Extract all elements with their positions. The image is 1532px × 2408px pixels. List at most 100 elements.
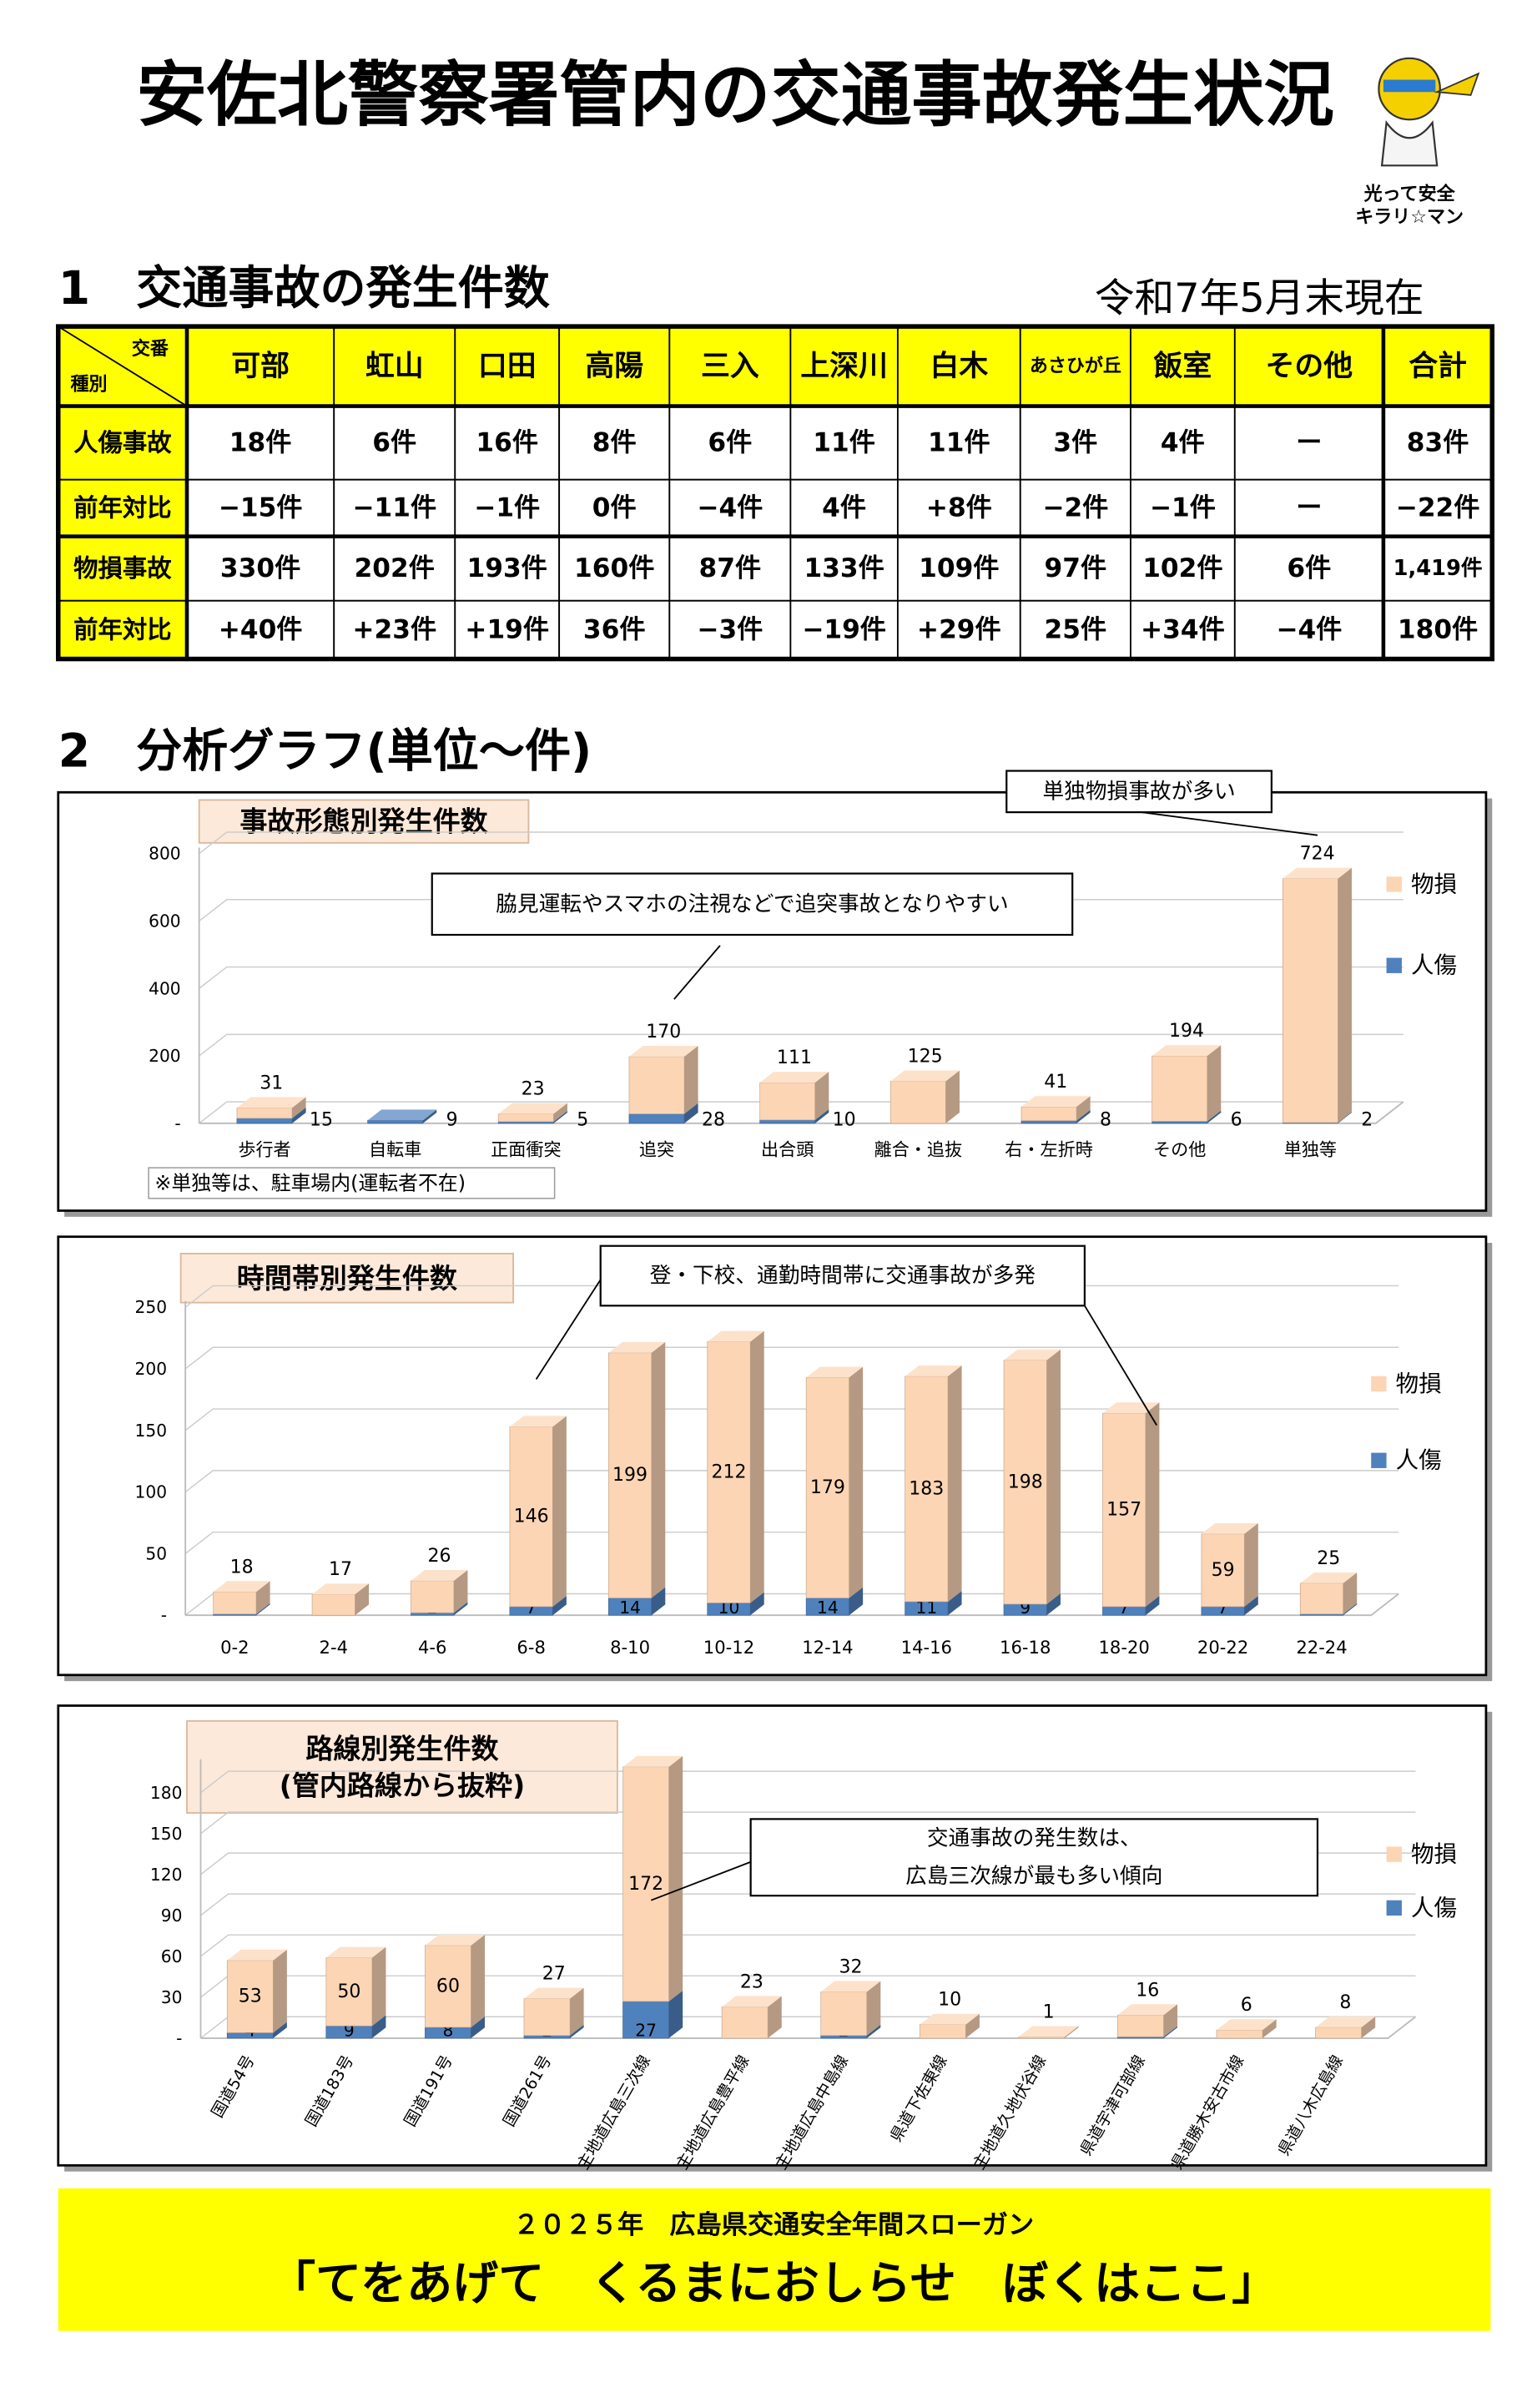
row-header: 前年対比 xyxy=(73,494,171,522)
x-tick-label: 8-10 xyxy=(610,1637,650,1658)
chart-frame xyxy=(57,790,1488,1212)
bar-top xyxy=(820,1981,881,1992)
column-header: 口田 xyxy=(478,350,537,383)
table-cell xyxy=(558,405,671,481)
date: 令和7年5月末現在 xyxy=(1095,276,1424,322)
bar-side xyxy=(948,1365,962,1602)
annotation-leader xyxy=(535,1279,602,1380)
bar-segment xyxy=(1003,1593,1061,1616)
table-value: 4件 xyxy=(1161,428,1205,458)
bar-side xyxy=(1046,1349,1061,1604)
note-box xyxy=(148,1167,556,1199)
bar-front xyxy=(628,1113,685,1124)
bar-top xyxy=(890,1070,960,1082)
row-header: 人傷事故 xyxy=(73,429,172,457)
bar-front xyxy=(759,1119,816,1124)
bar-front xyxy=(1117,2014,1164,2037)
bar-top xyxy=(213,1581,270,1593)
bar-side xyxy=(371,2015,386,2038)
bar-segment xyxy=(1216,2019,1277,2039)
table-cell xyxy=(1233,405,1384,481)
y-tick-label: 60 xyxy=(161,1946,183,1966)
table-value: −4件 xyxy=(697,493,763,523)
chart-title-box xyxy=(186,1719,618,1814)
table-value: 8件 xyxy=(592,428,637,458)
table-value: 6件 xyxy=(708,428,752,458)
data-label: 17 xyxy=(329,1559,352,1580)
annotation-box xyxy=(749,1818,1319,1897)
bar-segment xyxy=(1003,1349,1061,1605)
table-value: +34件 xyxy=(1141,615,1225,645)
table-cell xyxy=(57,405,188,481)
bar-segment xyxy=(919,2013,980,2039)
data-label: 59 xyxy=(1212,1560,1235,1581)
bar-side xyxy=(1207,1045,1222,1122)
table-value: +19件 xyxy=(465,615,549,645)
bar-side xyxy=(849,1366,864,1598)
y-tick-label: 200 xyxy=(135,1359,168,1379)
table-value: +29件 xyxy=(917,615,1001,645)
bar-top xyxy=(1004,1349,1061,1360)
bar-top xyxy=(1315,2017,1376,2027)
bar-segment xyxy=(1020,1096,1091,1121)
legend-label: 人傷 xyxy=(1411,1895,1457,1921)
table-value: −19件 xyxy=(802,615,886,645)
y-tick-label: - xyxy=(161,1605,167,1625)
annotation-leader xyxy=(673,945,721,1000)
bar-front xyxy=(805,1376,849,1598)
data-label: 14 xyxy=(619,1598,641,1618)
column-header: 飯室 xyxy=(1154,349,1212,383)
bar-front xyxy=(411,1580,455,1613)
y-tick-label: 400 xyxy=(149,978,181,998)
bar-side xyxy=(684,1046,698,1114)
bar-segment xyxy=(325,2015,386,2039)
bar-front xyxy=(919,2024,966,2039)
annotation-box xyxy=(431,872,1074,936)
bar-side xyxy=(453,1602,468,1616)
table-value: 330件 xyxy=(220,553,300,583)
section-title: 2 分析グラフ(単位～件) xyxy=(58,724,592,778)
bar-segment xyxy=(607,1341,666,1598)
column-header: 合計 xyxy=(1409,350,1467,383)
column-header: 白木 xyxy=(930,350,988,383)
data-label: 172 xyxy=(628,1874,663,1895)
table-value: 25件 xyxy=(1045,615,1107,645)
row-header: 前年対比 xyxy=(73,616,171,644)
bar-side xyxy=(1163,2026,1178,2038)
bar-front xyxy=(889,1080,946,1124)
table-value: −4件 xyxy=(1276,615,1342,645)
data-label: 27 xyxy=(635,2021,657,2041)
bar-front xyxy=(707,1341,751,1603)
data-label: 2 xyxy=(1361,1110,1373,1131)
bar-segment xyxy=(820,1981,881,2037)
bar-front xyxy=(1315,2027,1363,2039)
table-value: 102件 xyxy=(1142,553,1222,583)
chart-subtitle: (管内路線から抜粋) xyxy=(280,1769,525,1801)
table-value: 193件 xyxy=(467,553,547,583)
bar-top xyxy=(411,1570,468,1581)
data-label: 9 xyxy=(446,1110,458,1131)
table-cell xyxy=(1019,599,1131,660)
table-cell xyxy=(57,599,188,660)
bar-side xyxy=(1076,1109,1091,1123)
table-value: 87件 xyxy=(699,553,762,583)
table-cell xyxy=(186,478,335,538)
grid-line xyxy=(199,1101,1403,1124)
legend-swatch xyxy=(1371,1376,1387,1392)
bar-front xyxy=(622,1766,670,2002)
data-label: 53 xyxy=(239,1986,262,2007)
table-cell xyxy=(333,478,456,538)
x-tick-label: 16-18 xyxy=(1000,1637,1051,1658)
y-tick-label: 150 xyxy=(150,1824,183,1844)
bar-side xyxy=(570,2024,584,2038)
bar-front xyxy=(1152,1055,1208,1122)
table-value: 160件 xyxy=(574,553,654,583)
bar-side xyxy=(273,1949,287,2033)
bar-segment xyxy=(1299,1572,1358,1615)
bar-top xyxy=(1021,1096,1091,1108)
bar-side xyxy=(1145,1402,1160,1607)
bar-top xyxy=(1283,867,1352,879)
data-label: 26 xyxy=(427,1546,451,1567)
bar-segment xyxy=(425,1934,486,2028)
data-label: 5 xyxy=(577,1110,588,1131)
